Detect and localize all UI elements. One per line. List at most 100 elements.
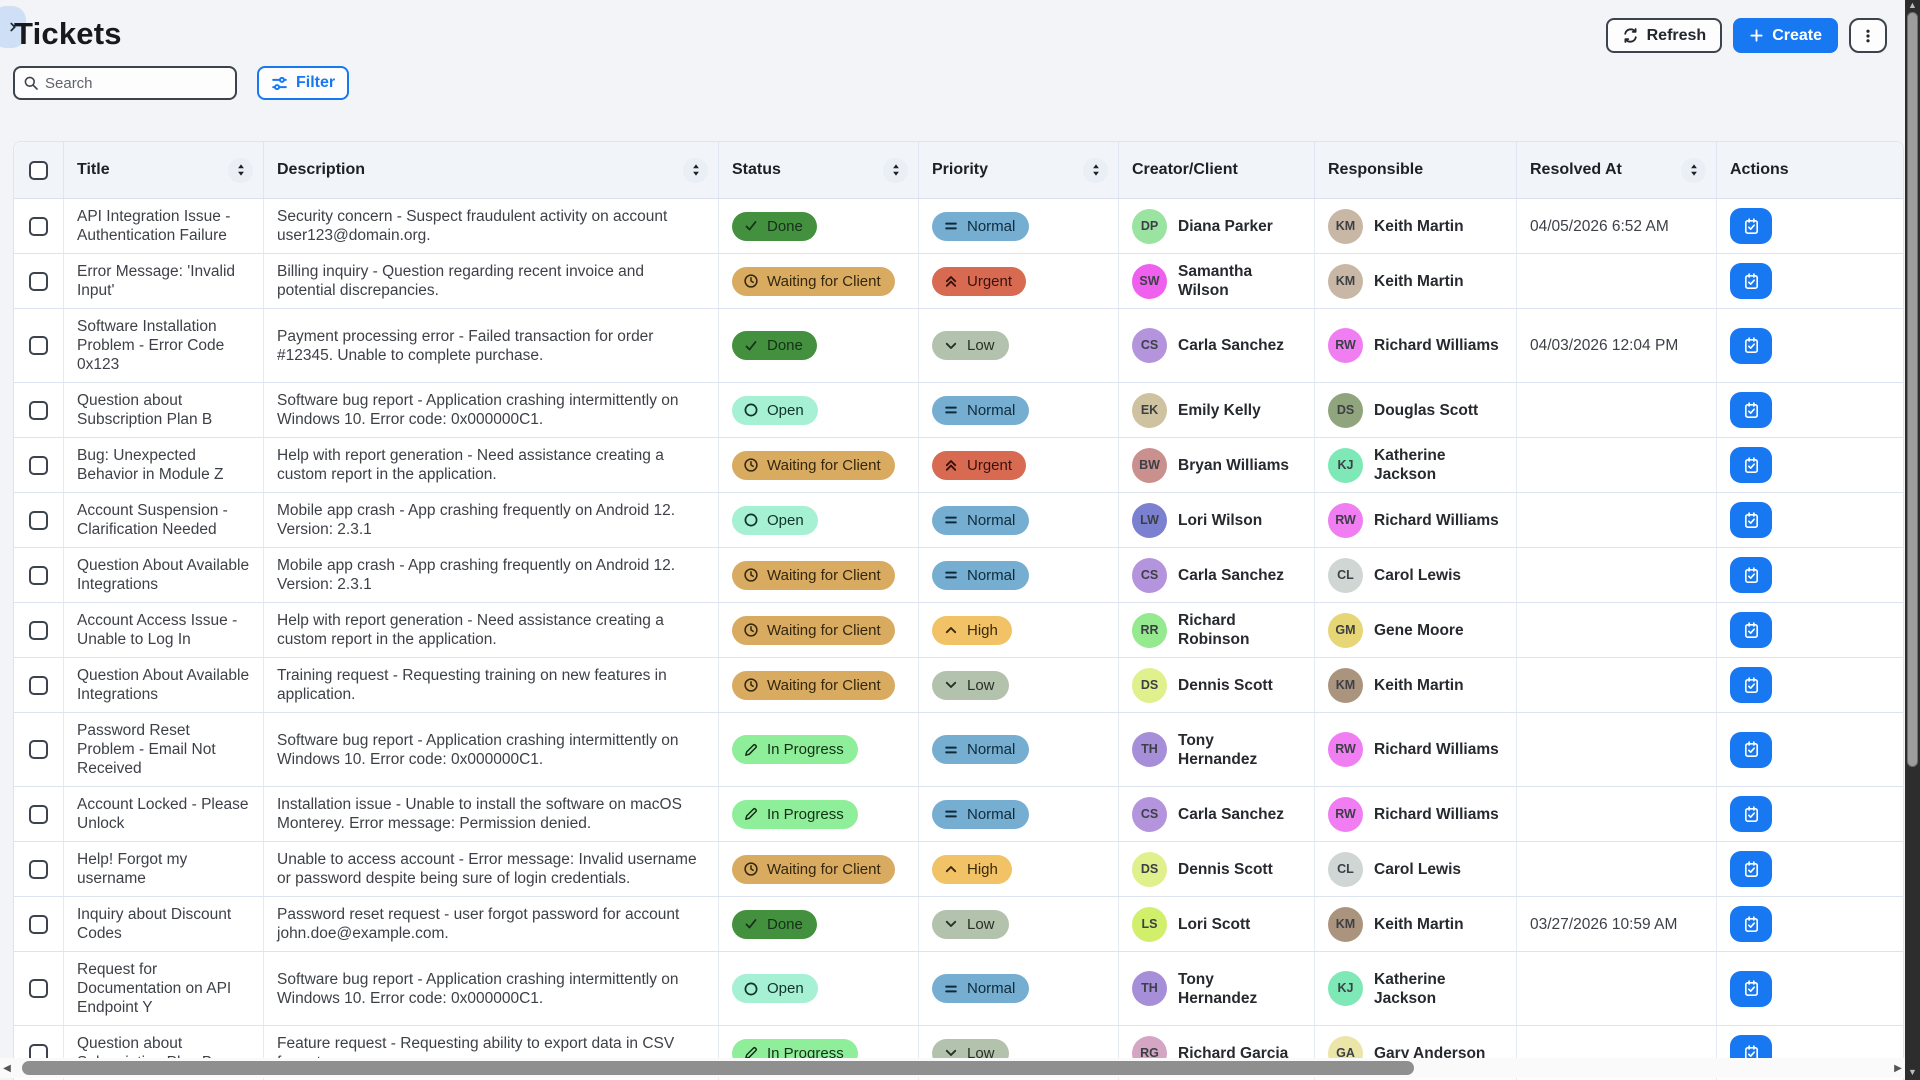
creator-avatar: CS <box>1132 328 1167 363</box>
column-header-creator-client: Creator/Client <box>1119 142 1315 198</box>
edit-ticket-button[interactable] <box>1730 557 1772 593</box>
resolved-at: 04/03/2026 12:04 PM <box>1530 337 1679 354</box>
priority-label: Low <box>967 1044 995 1062</box>
priority-label: Low <box>967 676 995 694</box>
scroll-down-arrow-icon[interactable]: ▼ <box>1908 1067 1917 1077</box>
edit-ticket-button[interactable] <box>1730 263 1772 299</box>
responsible-avatar: KM <box>1328 906 1363 942</box>
edit-ticket-button[interactable] <box>1730 502 1772 538</box>
creator-avatar: TH <box>1132 732 1167 767</box>
avatar-initials: LS <box>1141 916 1158 931</box>
status-label: Done <box>767 915 803 933</box>
creator-avatar: SW <box>1132 263 1167 299</box>
edit-ticket-button[interactable] <box>1730 612 1772 648</box>
sort-icon[interactable] <box>883 157 908 183</box>
create-button[interactable]: Create <box>1733 18 1838 53</box>
table-row: Question About Available Integrations Tr… <box>14 658 1903 713</box>
row-checkbox[interactable] <box>29 620 48 640</box>
avatar-initials: KJ <box>1337 981 1354 995</box>
refresh-button[interactable]: Refresh <box>1605 18 1723 53</box>
table-header: Title Description Status Priority Creator/Cl… <box>14 142 1903 199</box>
row-checkbox[interactable] <box>29 510 48 530</box>
priority-label: Normal <box>967 980 1016 997</box>
sidebar-expand-handle[interactable] <box>0 6 26 48</box>
status-label: Waiting for Client <box>767 456 881 474</box>
status-label: Open <box>767 511 804 529</box>
scroll-up-arrow-icon[interactable]: ▲ <box>1908 0 1917 10</box>
sort-icon[interactable] <box>1083 157 1108 183</box>
chevron-down-icon <box>943 338 959 354</box>
edit-ticket-button[interactable] <box>1730 327 1772 364</box>
vertical-scrollbar-thumb[interactable] <box>1907 12 1918 767</box>
chevrons-up-icon <box>943 273 959 289</box>
creator-name: Bryan Williams <box>1178 456 1289 474</box>
priority-badge: Low <box>932 670 1009 700</box>
table-row: Account Locked - Please Unlock Installat… <box>14 787 1903 842</box>
responsible-name: Keith Martin <box>1374 676 1464 694</box>
search-input[interactable] <box>45 74 227 92</box>
priority-label: Normal <box>967 401 1016 419</box>
clipboard-check-icon <box>1742 805 1761 824</box>
creator-avatar: EK <box>1132 392 1167 428</box>
ticket-description: Mobile app crash - App crashing frequent… <box>277 557 676 593</box>
ticket-description: Software bug report - Application crashi… <box>277 970 679 1007</box>
sort-icon[interactable] <box>683 157 708 183</box>
edit-ticket-button[interactable] <box>1730 906 1772 942</box>
status-label: Open <box>767 401 804 419</box>
ticket-title: Inquiry about Discount Codes <box>77 906 232 942</box>
row-checkbox[interactable] <box>29 336 48 355</box>
row-checkbox[interactable] <box>29 675 48 695</box>
row-checkbox[interactable] <box>29 740 48 759</box>
ticket-title: Software Installation Problem - Error Co… <box>77 318 225 373</box>
row-checkbox[interactable] <box>29 216 48 236</box>
row-checkbox[interactable] <box>29 565 48 585</box>
scroll-left-arrow-icon[interactable]: ◀ <box>3 1062 11 1074</box>
column-label: Title <box>77 161 110 178</box>
sort-icon[interactable] <box>228 157 253 183</box>
edit-ticket-button[interactable] <box>1730 851 1772 887</box>
avatar-initials: KM <box>1335 273 1356 288</box>
filter-button[interactable]: Filter <box>257 66 350 100</box>
horizontal-scrollbar-thumb[interactable] <box>22 1061 1414 1075</box>
clock-icon <box>743 567 759 583</box>
table-row: Password Reset Problem - Email Not Recei… <box>14 713 1903 787</box>
edit-ticket-button[interactable] <box>1730 447 1772 483</box>
row-checkbox[interactable] <box>29 804 48 824</box>
priority-badge: Low <box>932 909 1009 939</box>
responsible-name: Douglas Scott <box>1374 401 1479 419</box>
table-row: Bug: Unexpected Behavior in Module Z Hel… <box>14 438 1903 493</box>
priority-badge: High <box>932 615 1012 645</box>
edit-ticket-button[interactable] <box>1730 667 1772 703</box>
edit-ticket-button[interactable] <box>1730 392 1772 428</box>
scroll-right-arrow-icon[interactable]: ▶ <box>1894 1062 1902 1074</box>
horizontal-scrollbar: ◀ ▶ <box>0 1058 1905 1078</box>
row-checkbox[interactable] <box>29 271 48 291</box>
row-checkbox[interactable] <box>29 455 48 475</box>
clipboard-check-icon <box>1742 979 1761 998</box>
row-checkbox[interactable] <box>29 400 48 420</box>
edit-ticket-button[interactable] <box>1730 208 1772 244</box>
status-badge: Open <box>732 505 818 535</box>
responsible-avatar: RW <box>1328 796 1363 832</box>
edit-ticket-button[interactable] <box>1730 731 1772 768</box>
avatar-initials: BW <box>1139 457 1160 472</box>
priority-badge: Normal <box>932 735 1030 764</box>
table-row: Question about Subscription Plan B Softw… <box>14 383 1903 438</box>
status-badge: Waiting for Client <box>732 854 895 884</box>
more-options-button[interactable] <box>1849 18 1887 53</box>
edit-ticket-button[interactable] <box>1730 796 1772 832</box>
column-header-actions: Actions <box>1717 142 1905 198</box>
kebab-menu-icon <box>1860 28 1876 44</box>
status-badge: Waiting for Client <box>732 560 895 590</box>
select-all-checkbox[interactable] <box>29 160 48 180</box>
column-label: Status <box>732 161 781 178</box>
edit-ticket-button[interactable] <box>1730 970 1772 1007</box>
ticket-title: Account Locked - Please Unlock <box>77 796 249 832</box>
status-badge: Waiting for Client <box>732 450 895 480</box>
creator-avatar: DS <box>1132 667 1167 703</box>
sort-icon[interactable] <box>1681 157 1706 183</box>
row-checkbox[interactable] <box>29 914 48 934</box>
row-checkbox[interactable] <box>29 979 48 998</box>
check-icon <box>743 338 759 354</box>
row-checkbox[interactable] <box>29 859 48 879</box>
